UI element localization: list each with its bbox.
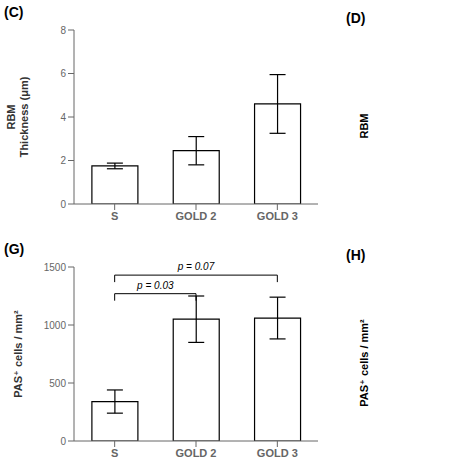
html-text:(C): (C) xyxy=(4,4,24,20)
svg-text:S: S xyxy=(111,447,118,459)
html-text:RBM: RBM xyxy=(358,113,370,139)
html-text:PAS⁺ cells / mm²: PAS⁺ cells / mm² xyxy=(357,319,370,407)
svg-text:6: 6 xyxy=(60,68,66,79)
svg-text:8: 8 xyxy=(60,25,66,36)
svg-text:GOLD 2: GOLD 2 xyxy=(176,210,217,222)
svg-text:0: 0 xyxy=(60,199,66,210)
svg-text:S: S xyxy=(111,210,118,222)
svg-text:500: 500 xyxy=(49,378,66,389)
svg-text:RBMThickness (μm): RBMThickness (μm) xyxy=(8,76,30,157)
svg-text:GOLD 2: GOLD 2 xyxy=(176,447,217,459)
svg-text:PAS⁺ cells / mm²: PAS⁺ cells / mm² xyxy=(12,310,24,398)
svg-text:GOLD 3: GOLD 3 xyxy=(257,447,298,459)
svg-text:0: 0 xyxy=(60,436,66,447)
html-text:(H): (H) xyxy=(346,247,366,263)
html-text:(D): (D) xyxy=(346,10,366,26)
svg-text:1000: 1000 xyxy=(44,320,67,331)
svg-text:1500: 1500 xyxy=(44,262,67,273)
svg-text:GOLD 3: GOLD 3 xyxy=(257,210,298,222)
html-text:(G): (G) xyxy=(4,241,25,257)
svg-text:p = 0.07: p = 0.07 xyxy=(177,261,215,272)
svg-text:4: 4 xyxy=(60,112,66,123)
svg-text:p = 0.03: p = 0.03 xyxy=(136,280,174,291)
svg-text:2: 2 xyxy=(60,155,66,166)
